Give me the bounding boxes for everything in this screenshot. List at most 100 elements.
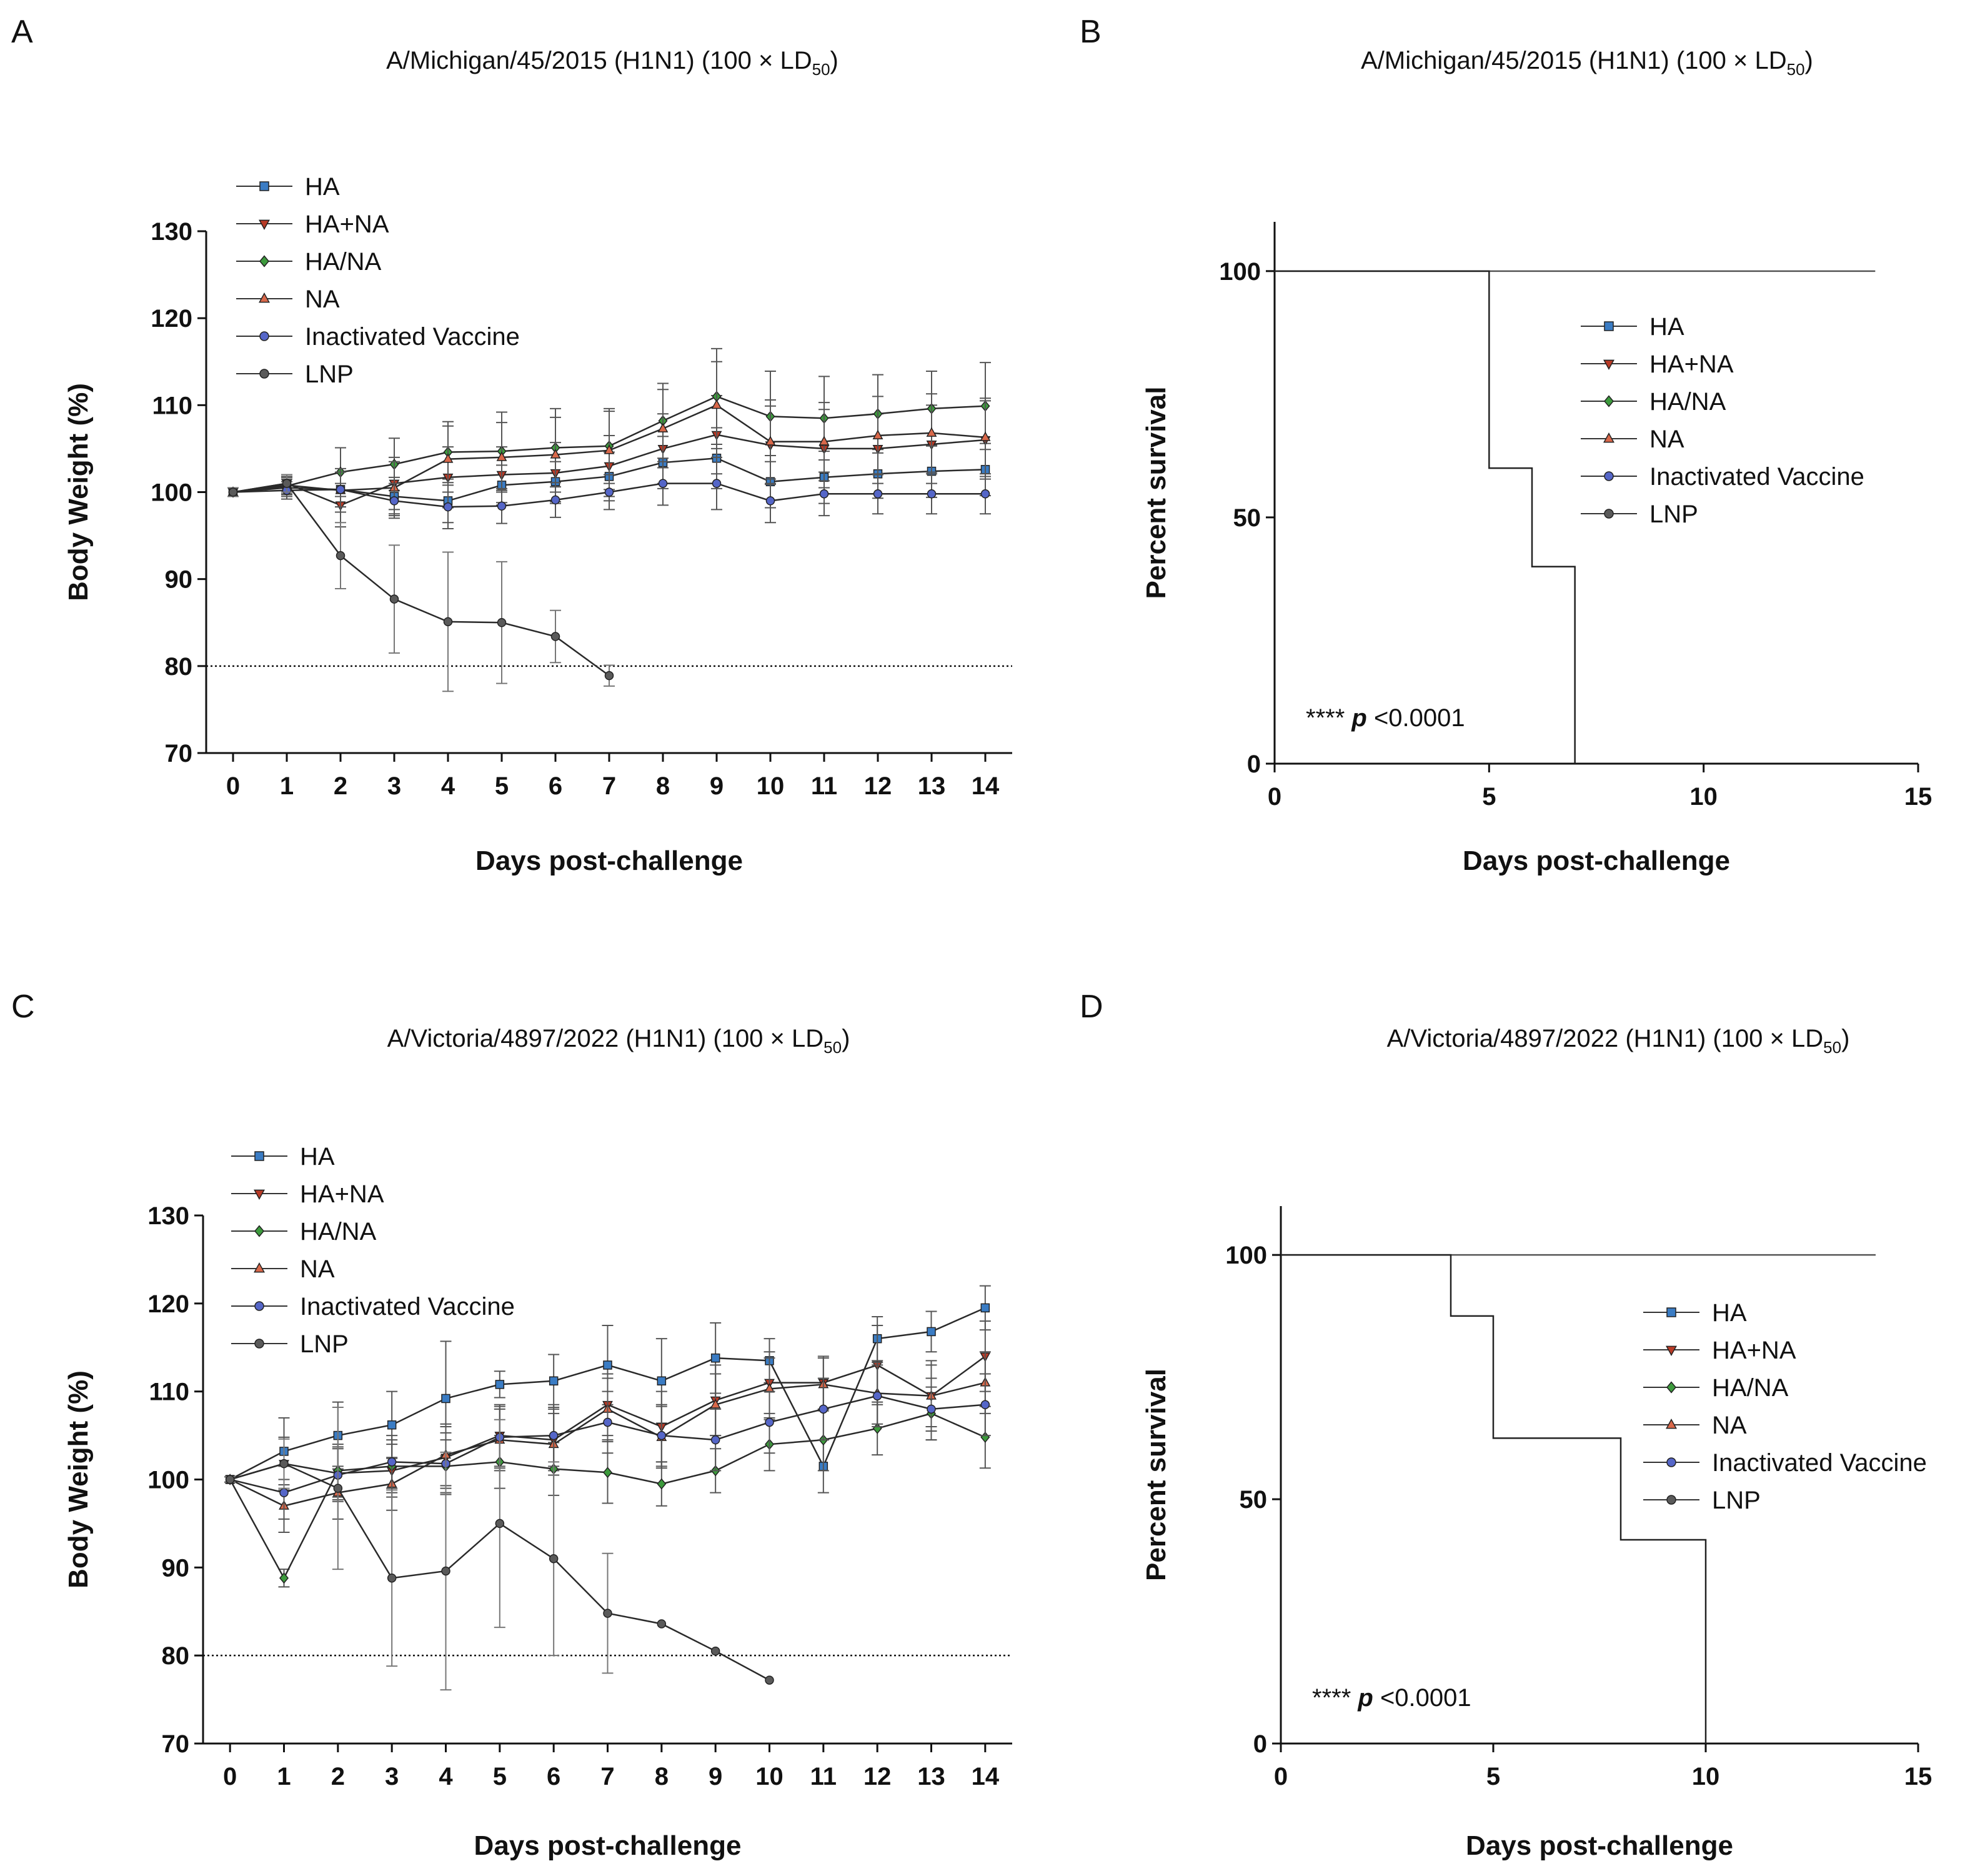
panel-d-legend-marker [1666, 1495, 1676, 1505]
panel-a-data-point [980, 431, 991, 441]
panel-b-panel: BA/Michigan/45/2015 (H1N1) (100 × LD50)0… [1080, 14, 1932, 876]
panel-b-survival-curve [1275, 270, 1576, 764]
panel-d-legend-label: HA [1712, 1299, 1747, 1327]
panel-a-y-tick-label: 80 [165, 653, 193, 681]
panel-d-x-tick-label: 10 [1692, 1763, 1720, 1790]
panel-c-x-label: Days post-challenge [474, 1830, 742, 1861]
panel-d-x-label: Days post-challenge [1466, 1830, 1733, 1861]
panel-c-legend-marker [254, 1225, 264, 1237]
panel-a-legend-marker [259, 255, 269, 267]
panel-b-legend-label: HA/NA [1649, 388, 1726, 416]
panel-b-p-value: **** p <0.0001 [1306, 704, 1465, 732]
panel-a-legend-label: LNP [305, 361, 354, 388]
panel-c-y-tick-label: 110 [149, 1379, 189, 1406]
panel-a-data-point [926, 427, 937, 437]
panel-c-legend-marker [254, 1189, 265, 1200]
panel-d-title-subscript: 50 [1823, 1038, 1841, 1057]
panel-c-data-point [279, 1488, 289, 1497]
panel-b-title-main: A/Michigan/45/2015 (H1N1) (100 × LD [1361, 47, 1786, 74]
panel-c-title: A/Victoria/4897/2022 (H1N1) (100 × LD50) [387, 1025, 850, 1057]
panel-c-data-point [603, 1467, 612, 1479]
panel-c-data-point [603, 1417, 612, 1427]
panel-a-data-point [765, 496, 775, 506]
panel-c-data-point [657, 1376, 667, 1386]
panel-c-data-point [980, 1400, 990, 1410]
panel-d-letter: D [1080, 989, 1103, 1025]
panel-c-title-close: ) [842, 1025, 850, 1052]
panel-c-data-point [710, 1646, 720, 1656]
panel-a-data-point [550, 495, 560, 505]
panel-b-p-symbol: p [1351, 704, 1366, 732]
panel-a-series [227, 474, 615, 692]
panel-a-data-point [389, 496, 399, 506]
panel-b-title-close: ) [1805, 47, 1813, 74]
panel-b-x-tick-label: 15 [1904, 783, 1933, 811]
panel-d-legend-label: HA+NA [1712, 1337, 1796, 1364]
panel-d-legend-marker [1666, 1345, 1677, 1356]
panel-a-x-tick-label: 9 [710, 772, 724, 800]
panel-d-x-tick-label: 5 [1486, 1763, 1500, 1790]
panel-c-x-tick-label: 10 [755, 1763, 784, 1790]
panel-a-title-main: A/Michigan/45/2015 (H1N1) (100 × LD [386, 47, 812, 74]
panel-a-legend-marker [259, 369, 269, 379]
panel-c-x-tick-label: 8 [655, 1763, 669, 1790]
panel-a-title-subscript: 50 [812, 60, 830, 79]
panel-a-data-point [497, 501, 507, 511]
panel-c-legend-label: HA/NA [300, 1218, 377, 1245]
panel-d-legend-marker [1666, 1419, 1677, 1429]
panel-c-y-tick-label: 70 [162, 1730, 190, 1758]
panel-b-legend-marker [1603, 432, 1614, 443]
panel-a-title-close: ) [830, 47, 838, 74]
panel-a-x-tick-label: 6 [549, 772, 562, 800]
panel-c-data-point [818, 1404, 828, 1414]
panel-d-title-close: ) [1841, 1025, 1849, 1052]
panel-c-series [224, 1407, 774, 1691]
panel-c-legend-marker [254, 1151, 264, 1161]
panel-a-x-label: Days post-challenge [475, 846, 743, 876]
panel-d-legend-marker [1666, 1457, 1676, 1467]
panel-a-y-tick-label: 110 [152, 392, 192, 419]
panel-d-legend-marker [1666, 1307, 1676, 1317]
panel-b-y-tick-label: 100 [1219, 258, 1261, 286]
panel-a-legend-label: HA/NA [305, 248, 382, 276]
panel-d-legend-label: HA/NA [1712, 1374, 1789, 1402]
panel-a-data-point [873, 489, 883, 499]
panel-a-legend-label: HA [305, 173, 340, 201]
panel-c-legend-marker [254, 1339, 264, 1349]
panel-c-data-point [387, 1420, 397, 1430]
panel-a-data-point [497, 618, 507, 627]
panel-a-x-tick-label: 0 [226, 772, 240, 800]
panel-c-data-point [657, 1430, 667, 1440]
panel-a-x-tick-label: 3 [387, 772, 401, 800]
panel-a-data-point [711, 399, 722, 409]
panel-d-legend-label: LNP [1712, 1487, 1761, 1514]
panel-b-y-label: Percent survival [1141, 387, 1172, 599]
panel-d-p-value: **** p <0.0001 [1312, 1684, 1471, 1712]
panel-d-p-stars: **** [1312, 1684, 1358, 1712]
panel-a-y-label: Body Weight (%) [63, 383, 94, 601]
panel-c-data-point [927, 1327, 936, 1337]
panel-c-data-point [495, 1519, 505, 1529]
panel-a-data-point [604, 671, 614, 681]
panel-b-letter: B [1080, 14, 1102, 50]
panel-d-y-label: Percent survival [1141, 1369, 1172, 1581]
panel-a-x-tick-label: 4 [441, 772, 455, 800]
panel-c-x-tick-label: 14 [972, 1763, 1000, 1790]
panel-a-data-point [443, 617, 453, 627]
panel-c-legend: HA HA+NA HA/NA NA Inactivated Vaccine LNP [231, 1143, 515, 1358]
panel-c-legend-label: LNP [300, 1330, 349, 1358]
panel-b-legend-label: HA [1649, 313, 1684, 341]
panel-c-data-point [657, 1478, 667, 1490]
panel-c-data-point [872, 1391, 882, 1400]
panel-c-data-point [927, 1404, 936, 1414]
panel-d-y-tick-label: 50 [1240, 1486, 1268, 1514]
panel-c-data-point [657, 1619, 667, 1629]
panel-c-legend-label: Inactivated Vaccine [300, 1293, 515, 1320]
panel-a-x-tick-label: 10 [757, 772, 785, 800]
panel-c-data-point [549, 1376, 559, 1386]
panel-a-data-point [443, 502, 453, 512]
panel-c-data-point [765, 1417, 774, 1427]
panel-b-legend-marker [1604, 321, 1614, 331]
panel-c-data-point [441, 1394, 450, 1404]
panel-c-y-label: Body Weight (%) [63, 1370, 94, 1589]
